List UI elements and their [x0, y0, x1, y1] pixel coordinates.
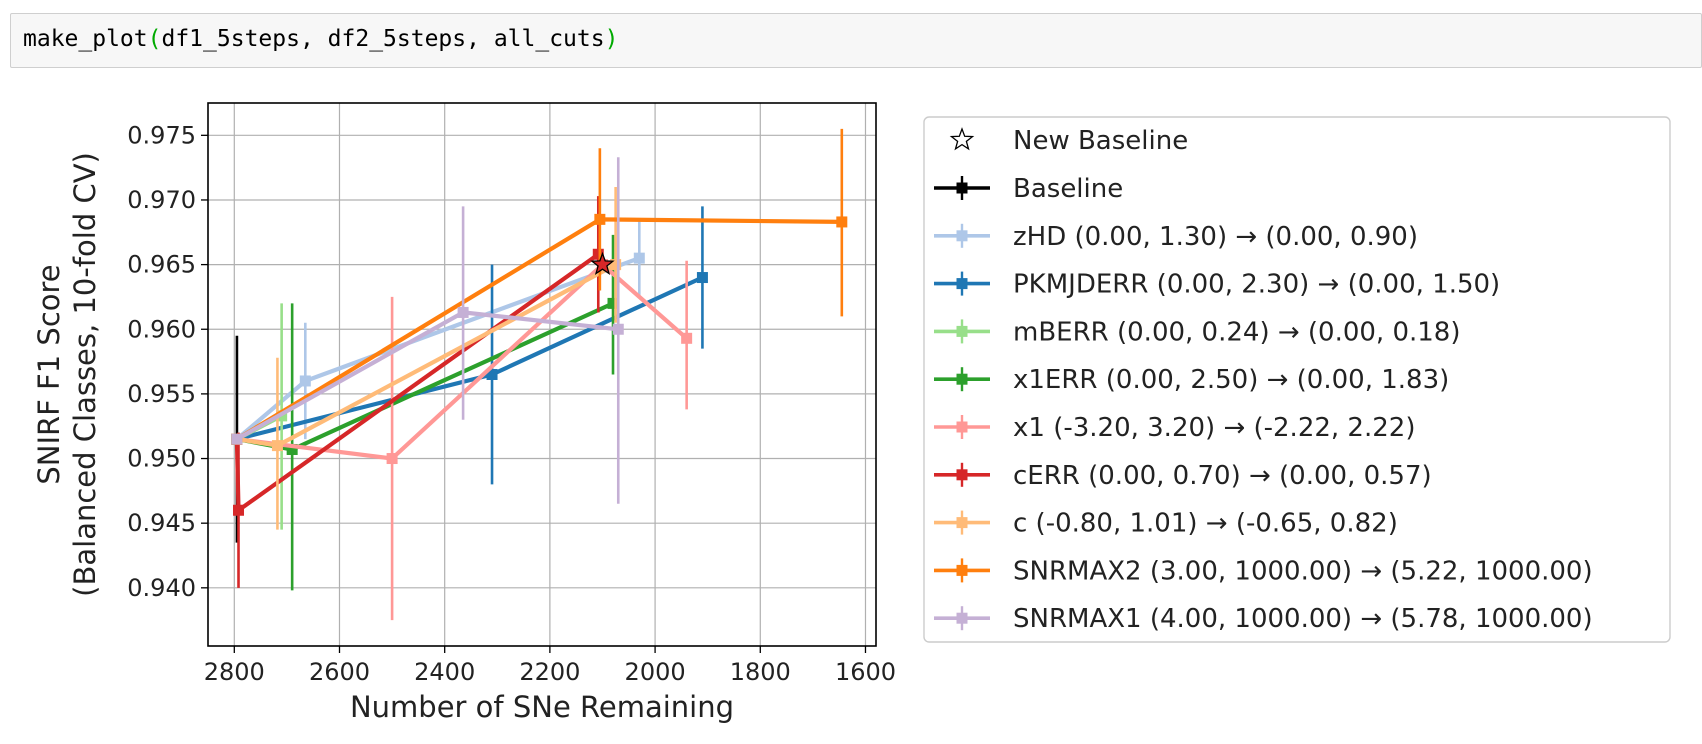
legend-label: mBERR (0.00, 0.24) → (0.00, 0.18): [1013, 317, 1461, 347]
data-point: [612, 323, 624, 335]
code-function: make_plot: [23, 26, 148, 52]
x-tick-label: 2200: [519, 658, 580, 686]
legend-star-icon: [949, 127, 975, 151]
x-axis-label: Number of SNe Remaining: [350, 690, 734, 724]
data-point: [607, 297, 619, 309]
code-close-paren: ): [604, 26, 619, 52]
legend-label: SNRMAX2 (3.00, 1000.00) → (5.22, 1000.00…: [1013, 556, 1593, 586]
y-axis-label-line2: (Balanced Classes, 10-fold CV): [68, 152, 102, 597]
data-point: [486, 369, 498, 380]
y-tick-label: 0.950: [127, 445, 196, 473]
plot-frame: [207, 102, 877, 647]
data-point: [836, 216, 848, 228]
x-tick-label: 2800: [204, 658, 265, 686]
legend-label: cERR (0.00, 0.70) → (0.00, 0.57): [1013, 461, 1432, 491]
y-tick-label: 0.945: [127, 509, 196, 537]
data-point: [286, 443, 298, 455]
legend-box: [923, 116, 1671, 643]
legend-marker-icon: [956, 278, 968, 290]
y-tick-label: 0.960: [127, 315, 196, 343]
legend-label: x1ERR (0.00, 2.50) → (0.00, 1.83): [1013, 365, 1449, 395]
legend-marker-icon: [956, 421, 968, 433]
code-cell[interactable]: make_plot(df1_5steps, df2_5steps, all_cu…: [10, 13, 1702, 68]
x-tick-label: 2600: [309, 658, 370, 686]
y-tick-label: 0.955: [127, 380, 196, 408]
legend-label: New Baseline: [1013, 126, 1188, 156]
code-open-paren: (: [147, 26, 162, 52]
x-tick-label: 2000: [625, 658, 686, 686]
data-point: [610, 259, 622, 271]
data-point: [681, 332, 693, 344]
legend-marker-icon: [956, 325, 968, 337]
series-line: [234, 262, 689, 461]
legend-label: PKMJDERR (0.00, 2.30) → (0.00, 1.50): [1013, 270, 1500, 300]
legend-label: SNRMAX1 (4.00, 1000.00) → (5.78, 1000.00…: [1013, 604, 1593, 634]
legend-marker-icon: [956, 373, 968, 385]
data-point: [594, 213, 606, 225]
code-arguments: df1_5steps, df2_5steps, all_cuts: [161, 26, 605, 52]
data-point: [696, 272, 708, 284]
y-axis-label-line1: SNIRF F1 Score: [32, 264, 66, 484]
y-tick-label: 0.975: [127, 121, 196, 149]
legend-label: c (-0.80, 1.01) → (-0.65, 0.82): [1013, 509, 1398, 539]
data-point: [633, 252, 645, 264]
x-tick-label: 1600: [835, 658, 896, 686]
data-point: [271, 440, 283, 452]
y-tick-label: 0.965: [127, 251, 196, 279]
data-point: [231, 433, 243, 445]
data-point: [457, 306, 469, 318]
legend-label: x1 (-3.20, 3.20) → (-2.22, 2.22): [1013, 413, 1415, 443]
x-tick-label: 2400: [414, 658, 475, 686]
legend-marker-icon: [956, 612, 968, 624]
series-line: [234, 275, 705, 442]
legend-marker-icon: [956, 182, 968, 194]
x-tick-label: 1800: [730, 658, 791, 686]
legend-marker-icon: [956, 230, 968, 242]
legend-marker-icon: [956, 517, 968, 529]
series-line: [234, 262, 618, 448]
data-point: [592, 248, 604, 260]
data-point: [233, 504, 245, 516]
y-tick-label: 0.970: [127, 186, 196, 214]
y-tick-label: 0.940: [127, 574, 196, 602]
legend-label: Baseline: [1013, 174, 1123, 204]
legend-marker-icon: [956, 564, 968, 576]
data-point: [299, 375, 311, 387]
new-baseline-star: [590, 251, 615, 276]
data-point: [386, 453, 398, 465]
code-line[interactable]: make_plot(df1_5steps, df2_5steps, all_cu…: [23, 26, 618, 52]
legend-marker-icon: [956, 469, 968, 481]
legend-label: zHD (0.00, 1.30) → (0.00, 0.90): [1013, 222, 1418, 252]
